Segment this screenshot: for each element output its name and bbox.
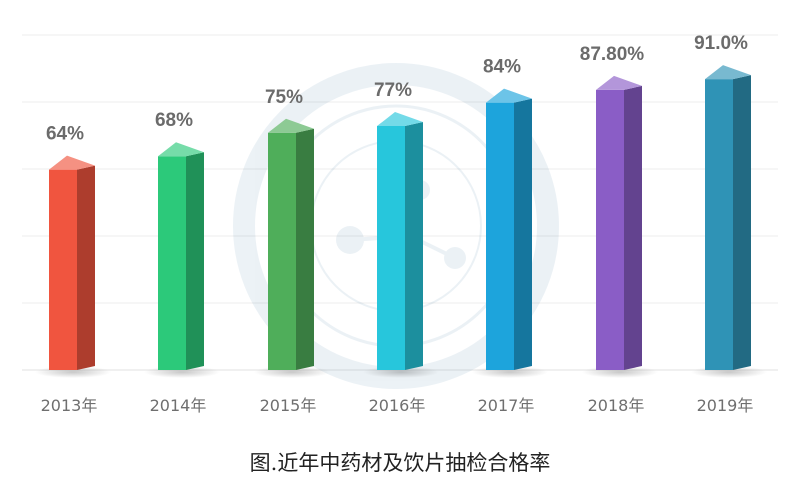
bar-front-face — [268, 132, 296, 370]
bar-2018年 — [582, 75, 658, 378]
x-tick-label: 2014年 — [150, 396, 207, 415]
data-label: 64% — [46, 124, 84, 145]
bar-side-face — [186, 152, 204, 370]
bar-side-face — [514, 98, 532, 370]
x-tick-label: 2015年 — [260, 396, 317, 415]
bar-2016年 — [363, 112, 439, 378]
x-axis-tick-labels: 2013年 2014年 2015年 2016年 2017年 2018年 2019年 — [41, 396, 754, 415]
data-label: 77% — [374, 80, 412, 101]
data-label: 75% — [265, 87, 303, 108]
bar-2017年 — [472, 88, 548, 378]
bar-2013年 — [35, 155, 111, 378]
x-tick-label: 2019年 — [697, 396, 754, 415]
bar-top-face — [705, 65, 751, 80]
bar-front-face — [705, 79, 733, 371]
bar-side-face — [624, 85, 642, 371]
bar-top-face — [377, 112, 423, 127]
x-tick-label: 2017年 — [478, 396, 535, 415]
x-tick-label: 2018年 — [588, 396, 645, 415]
data-label: 68% — [155, 110, 193, 131]
bar-front-face — [486, 102, 514, 370]
bar-top-face — [49, 155, 95, 170]
bar-chart: 64%68%75% 77%84%87.80%91.0% 2013年 2014年 201… — [22, 33, 778, 415]
bar-top-face — [596, 75, 642, 90]
bar-front-face — [596, 89, 624, 371]
x-tick-label: 2016年 — [369, 396, 426, 415]
bar-front-face — [377, 126, 405, 370]
data-label: 87.80% — [580, 44, 645, 65]
bar-side-face — [77, 165, 95, 370]
x-tick-label: 2013年 — [41, 396, 98, 415]
figure-caption: 图.近年中药材及饮片抽检合格率 — [249, 451, 551, 475]
bar-side-face — [733, 75, 751, 371]
bars — [35, 65, 767, 378]
bar-front-face — [158, 156, 186, 370]
bar-front-face — [49, 169, 77, 370]
bar-2015年 — [254, 118, 330, 378]
data-label: 91.0% — [694, 33, 748, 54]
bar-2019年 — [691, 65, 767, 378]
data-label: 84% — [483, 57, 521, 78]
bar-top-face — [486, 88, 532, 103]
bar-side-face — [405, 122, 423, 370]
bar-top-face — [268, 118, 314, 133]
bar-side-face — [296, 128, 314, 370]
bar-2014年 — [144, 142, 220, 378]
data-labels: 64% 68% 75% 77% 84% 87.80% 91.0% — [46, 33, 748, 144]
bar-top-face — [158, 142, 204, 157]
